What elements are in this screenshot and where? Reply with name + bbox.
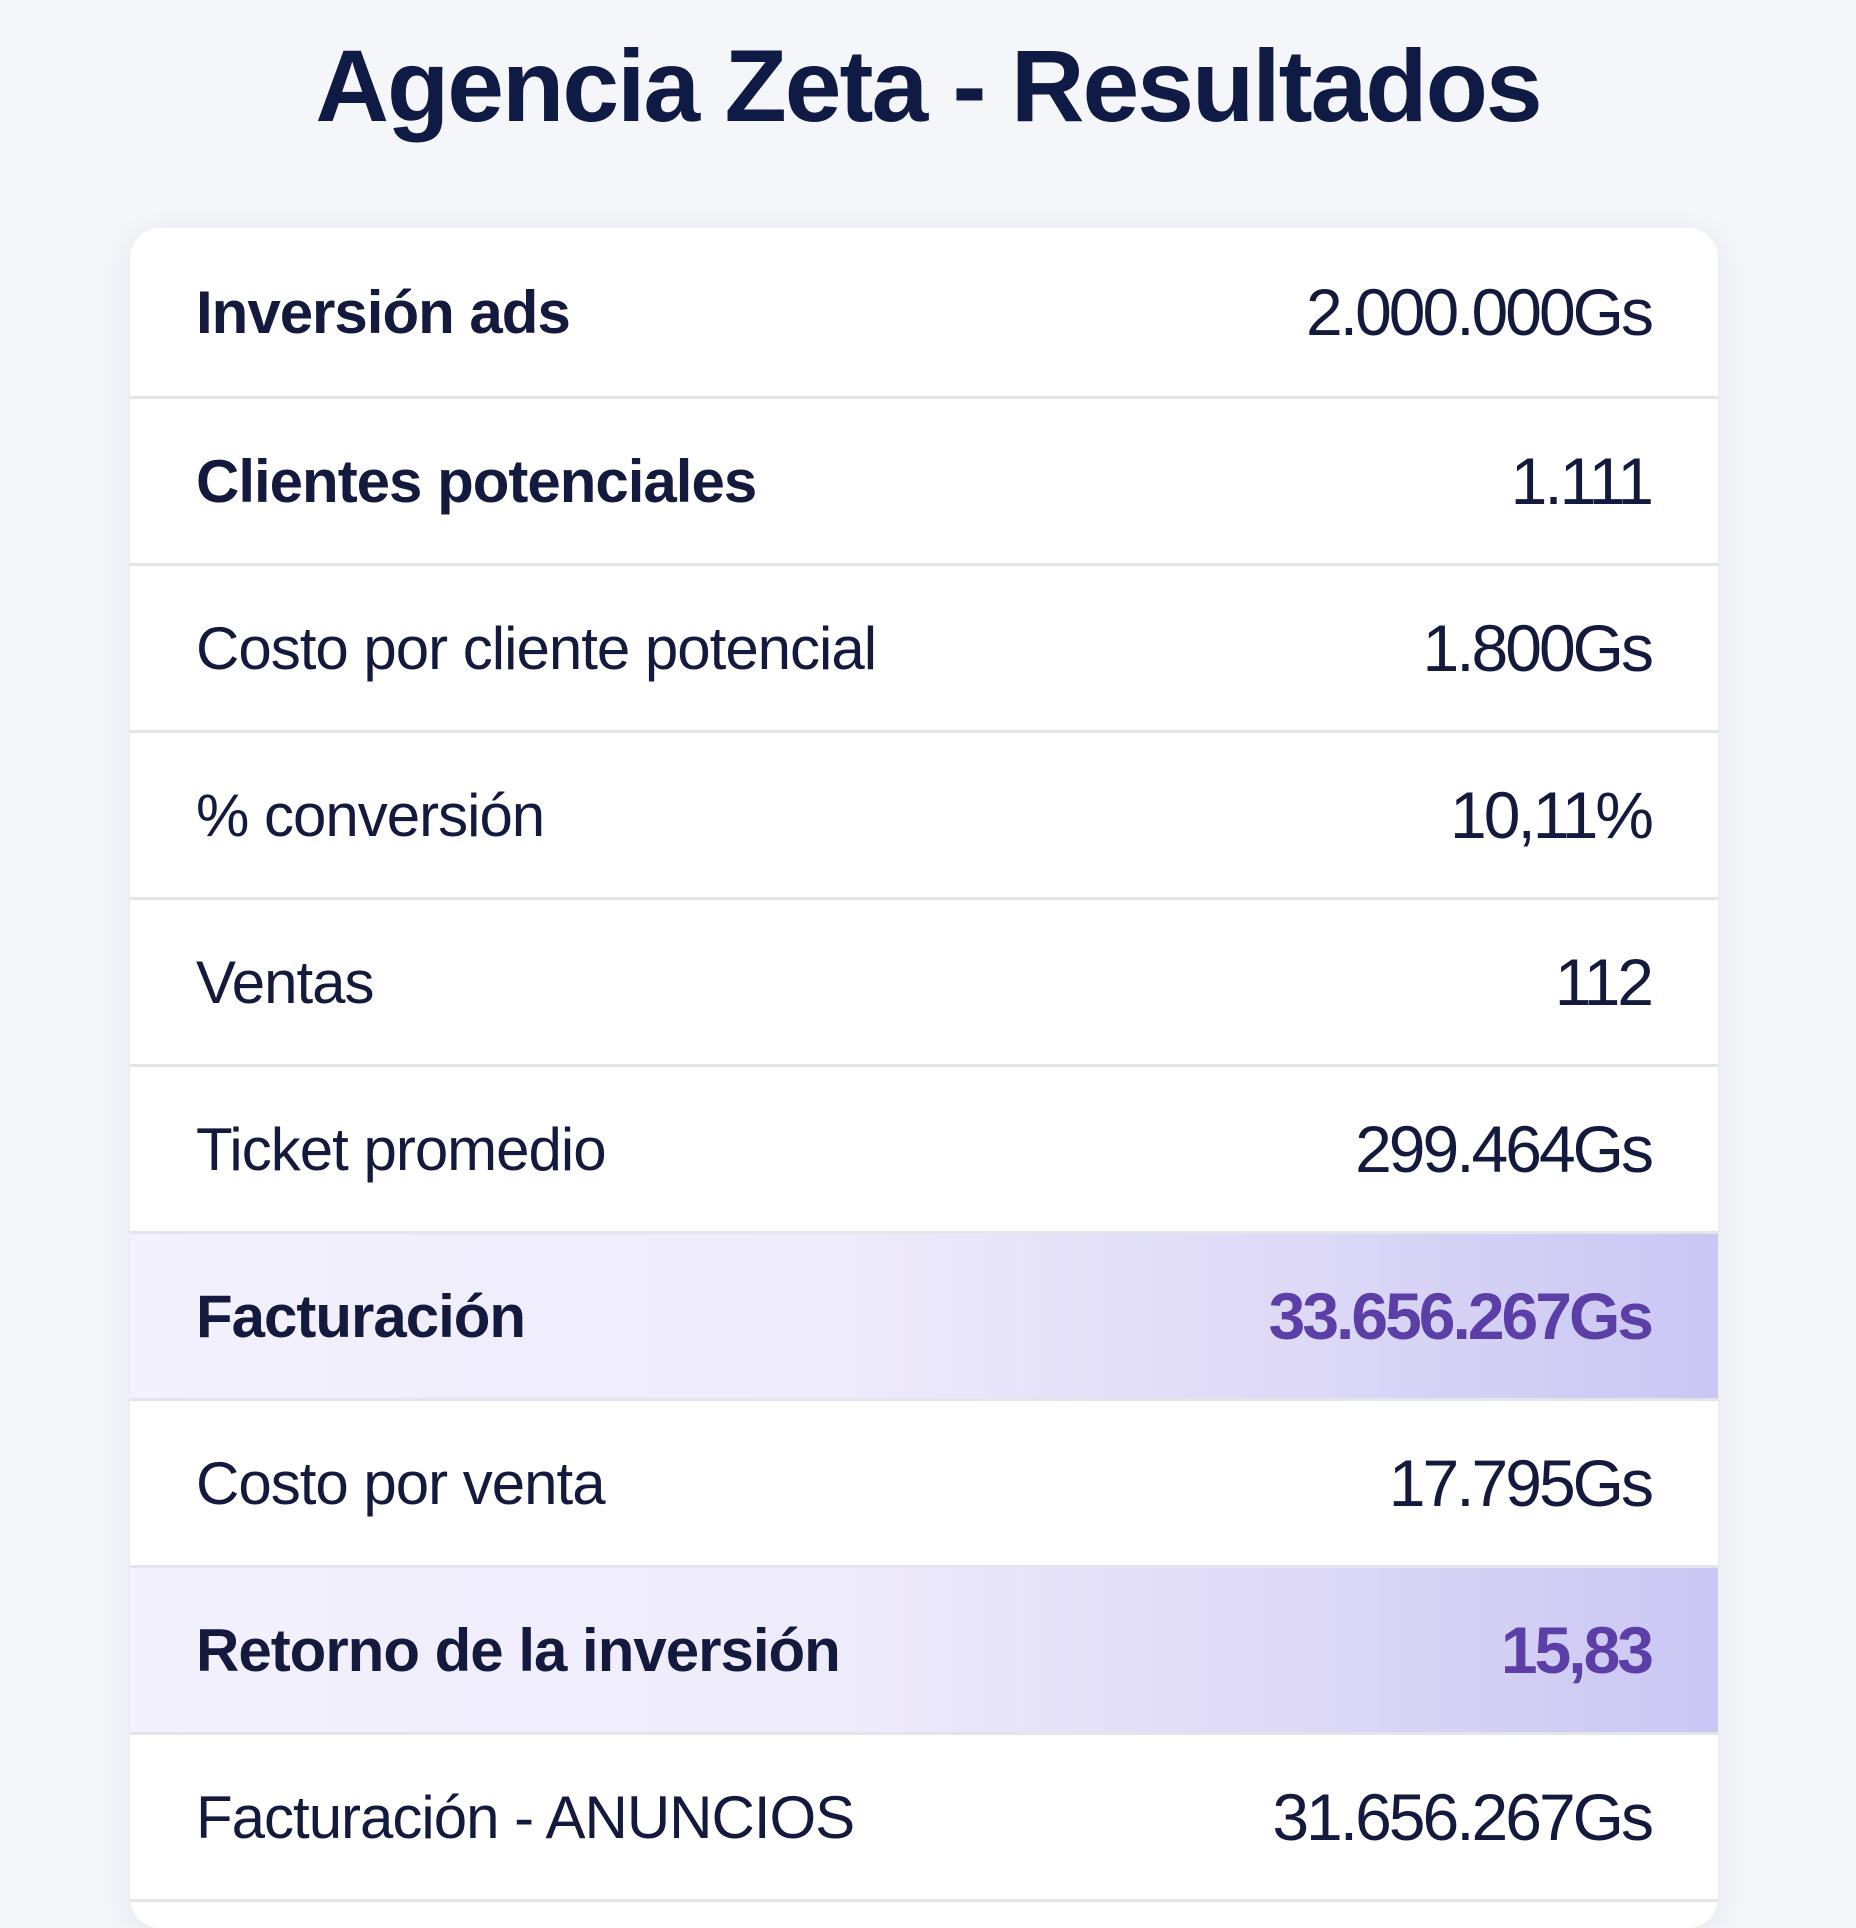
- row-value: 299.464Gs: [1355, 1112, 1654, 1186]
- table-row-ventas: Ventas 112: [130, 900, 1718, 1067]
- row-value: 2.000.000Gs: [1306, 275, 1654, 349]
- page-title: Agencia Zeta - Resultados: [315, 29, 1542, 143]
- table-row-costo-cliente-potencial: Costo por cliente potencial 1.800Gs: [130, 566, 1718, 733]
- row-label: Clientes potenciales: [196, 447, 757, 515]
- row-value: 1.800Gs: [1422, 611, 1654, 685]
- row-label: Inversión ads: [196, 278, 571, 346]
- row-value: 17.795Gs: [1388, 1446, 1654, 1520]
- row-label: Facturación - ANUNCIOS: [196, 1783, 855, 1851]
- row-value: 10,11%: [1450, 778, 1654, 852]
- row-label: Costo por venta: [196, 1449, 606, 1517]
- table-row-costo-por-venta: Costo por venta 17.795Gs: [130, 1401, 1718, 1568]
- table-row-conversion: % conversión 10,11%: [130, 733, 1718, 900]
- row-label: Ventas: [196, 948, 374, 1016]
- row-label: Costo por cliente potencial: [196, 614, 877, 682]
- row-value-highlight: 33.656.267Gs: [1268, 1279, 1654, 1353]
- row-value: 112: [1554, 945, 1654, 1019]
- table-row-inversion-ads: Inversión ads 2.000.000Gs: [130, 228, 1718, 399]
- row-value: 31.656.267Gs: [1272, 1780, 1654, 1854]
- table-row-facturacion-anuncios: Facturación - ANUNCIOS 31.656.267Gs: [130, 1735, 1718, 1902]
- row-label: Ticket promedio: [196, 1115, 607, 1183]
- table-row-ticket-promedio: Ticket promedio 299.464Gs: [130, 1067, 1718, 1234]
- row-label: Retorno de la inversión: [196, 1616, 841, 1684]
- table-row-retorno-inversion: Retorno de la inversión 15,83: [130, 1568, 1718, 1735]
- row-label: % conversión: [196, 781, 545, 849]
- results-table: Inversión ads 2.000.000Gs Clientes poten…: [130, 228, 1718, 1928]
- row-label: Facturación: [196, 1282, 526, 1350]
- table-row-facturacion: Facturación 33.656.267Gs: [130, 1234, 1718, 1401]
- table-row-clientes-potenciales: Clientes potenciales 1.111: [130, 399, 1718, 566]
- row-value-highlight: 15,83: [1500, 1613, 1654, 1687]
- row-value: 1.111: [1510, 444, 1654, 518]
